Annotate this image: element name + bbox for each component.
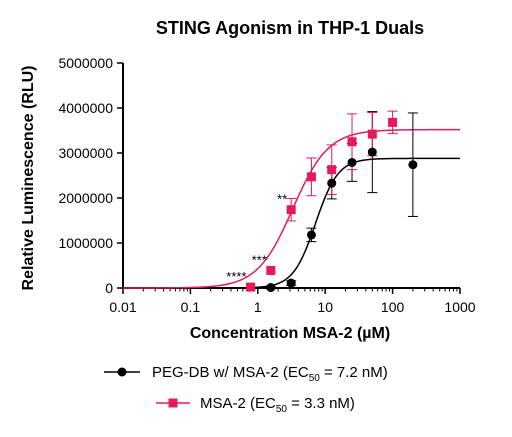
legend-label-1: MSA-2 (EC50 = 3.3 nM) [200,395,355,415]
x-tick-label: 0.01 [109,299,136,315]
data-point-1 [286,205,296,215]
significance-label: **** [226,269,246,284]
y-tick-label: 2000000 [58,190,113,206]
data-point-1 [347,137,357,147]
fit-curve-0 [123,157,460,289]
data-points-layer [246,117,418,293]
x-axis-title: Concentration MSA-2 (µM) [190,325,390,342]
y-axis-title-group: Relative Luminescence (RLU) [20,66,37,291]
y-tick-label: 3000000 [58,145,113,161]
data-point-1 [246,282,256,292]
significance-label: *** [252,252,267,267]
x-tick-label: 1000 [444,299,475,315]
data-point-1 [327,165,337,175]
data-point-0 [266,283,276,293]
data-point-0 [286,278,296,288]
x-tick-label: 10 [317,299,333,315]
data-point-0 [347,157,357,167]
legend-label-0: PEG-DB w/ MSA-2 (EC50 = 7.2 nM) [152,364,388,384]
legend-marker-1 [168,398,178,408]
y-tick-label: 0 [105,280,113,296]
y-tick-label: 4000000 [58,100,113,116]
data-point-0 [327,178,337,188]
legend: PEG-DB w/ MSA-2 (EC50 = 7.2 nM) MSA-2 (EC… [104,364,388,415]
y-axis-title: Relative Luminescence (RLU) [20,66,37,291]
x-tick-label: 1 [254,299,262,315]
x-tick-label: 100 [381,299,405,315]
y-tick-label: 5000000 [58,55,113,71]
data-point-0 [367,147,377,157]
significance-label: ** [277,192,287,207]
significance-annotations-layer: ********* [226,192,287,284]
y-tick-label: 1000000 [58,235,113,251]
data-point-0 [408,160,418,170]
data-point-0 [306,230,316,240]
data-point-1 [367,129,377,139]
legend-marker-0 [117,367,127,377]
chart-title: STING Agonism in THP-1 Duals [156,18,424,38]
data-point-1 [306,172,316,182]
data-point-1 [266,265,276,275]
error-bars-layer [265,110,418,290]
data-point-1 [388,117,398,127]
x-tick-label: 0.1 [181,299,201,315]
axes-layer: 0 1000000 2000000 3000000 4000000 5000000 0.01… [58,55,475,315]
